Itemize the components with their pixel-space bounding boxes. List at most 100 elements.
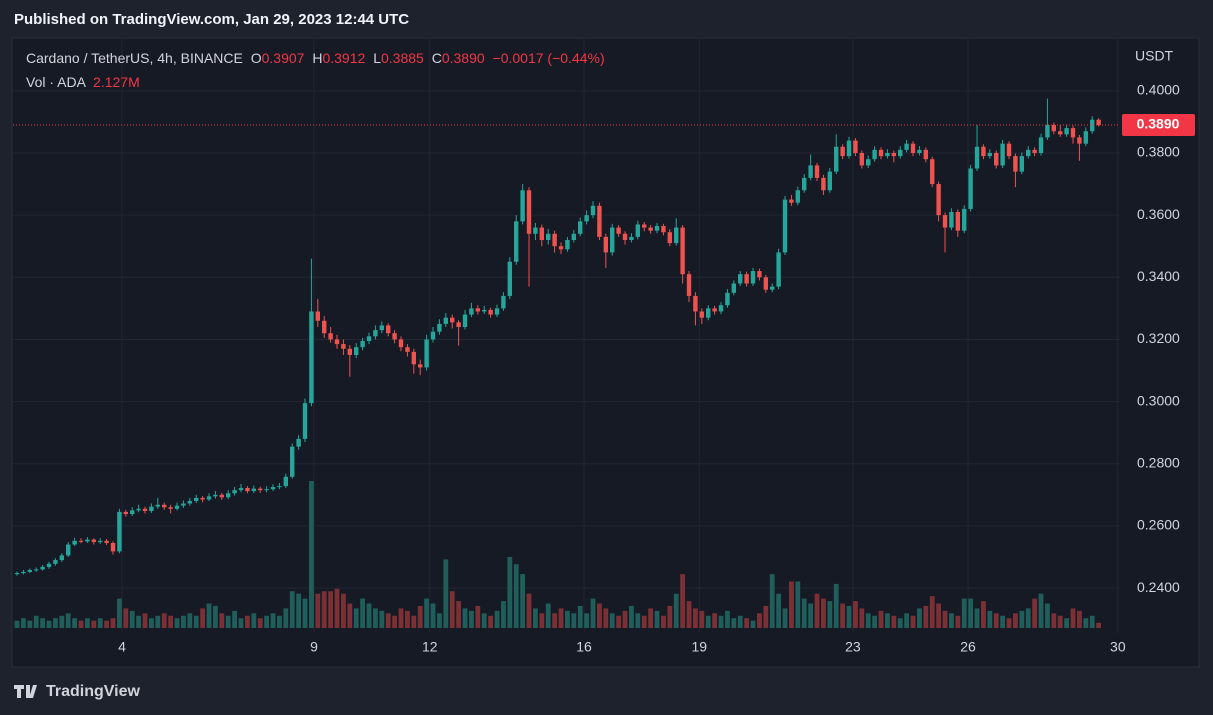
volume-bar	[200, 608, 206, 628]
candle-body	[258, 488, 263, 491]
candle-body	[718, 305, 724, 312]
candle-body	[334, 339, 340, 345]
candle-body	[53, 560, 58, 564]
volume-bar	[513, 564, 519, 628]
candle-body	[629, 236, 634, 240]
volume-bar	[680, 574, 686, 628]
candle-body	[930, 159, 935, 185]
candle-body	[680, 227, 685, 275]
candle-body	[354, 347, 359, 355]
candle-body	[1045, 125, 1050, 138]
volume-bar	[104, 620, 110, 628]
candle-body	[136, 508, 141, 511]
volume-bar	[78, 620, 84, 628]
volume-bar	[1089, 615, 1095, 628]
candle-body	[1090, 119, 1095, 132]
candle-body	[392, 333, 397, 340]
volume-bar	[942, 610, 948, 628]
volume-bar	[1045, 603, 1050, 628]
candle-body	[424, 339, 429, 368]
l-label: L	[373, 50, 381, 66]
volume-bar	[865, 613, 871, 628]
last-price-tag	[1122, 114, 1195, 137]
candle-body	[795, 190, 801, 203]
candle-body	[763, 277, 769, 290]
candle-body	[14, 573, 20, 575]
volume-bar	[494, 610, 500, 628]
volume-bar	[417, 605, 423, 628]
volume-bar	[712, 613, 718, 628]
candle-body	[981, 146, 986, 157]
volume-bar	[616, 615, 622, 628]
candle-body	[85, 539, 90, 542]
volume-bar	[91, 620, 97, 628]
volume-bar	[1083, 618, 1089, 628]
volume-bar	[1032, 598, 1038, 628]
volume-bar	[776, 593, 782, 628]
volume-legend: Vol · ADA 2.127M	[26, 74, 140, 90]
volume-bar	[609, 613, 615, 628]
candle-body	[648, 227, 653, 231]
volume-bar	[827, 601, 833, 628]
open: 0.3907	[262, 50, 305, 66]
volume-bar	[833, 583, 839, 628]
volume-bar	[565, 610, 570, 628]
volume-bar	[59, 615, 65, 628]
volume-bar	[603, 608, 609, 628]
volume-bar	[526, 593, 532, 628]
candle-body	[776, 252, 781, 287]
candle-body	[437, 323, 442, 332]
candle-body	[450, 317, 455, 323]
volume-bar	[872, 615, 878, 628]
candle-body	[270, 487, 276, 490]
candle-body	[667, 232, 673, 244]
volume-bar	[65, 613, 71, 628]
candle-body	[962, 208, 967, 231]
volume-bar	[443, 559, 449, 628]
candle-body	[411, 351, 417, 365]
candle-body	[213, 494, 218, 497]
volume-bar	[270, 613, 276, 628]
volume-bar	[955, 615, 961, 628]
volume-bar	[161, 613, 167, 628]
candle-body	[245, 487, 250, 492]
volume-bar	[360, 598, 366, 628]
candle-body	[834, 146, 839, 172]
y-tick-label: 0.2800	[1137, 454, 1180, 470]
volume-bar	[795, 581, 801, 628]
candle-body	[885, 152, 890, 157]
volume-bar	[936, 603, 942, 628]
candle-body	[942, 215, 948, 228]
volume-bar	[859, 608, 865, 628]
candle-body	[603, 236, 609, 253]
candle-body	[123, 511, 129, 515]
candle-body	[1006, 143, 1012, 157]
volume-bar	[769, 574, 775, 628]
candle-body	[226, 493, 231, 498]
candle-body	[1026, 149, 1031, 157]
candle-body	[315, 311, 321, 321]
candle-body	[386, 325, 391, 334]
candle-body	[642, 224, 647, 228]
candle-body	[910, 143, 916, 153]
volume-bar	[737, 615, 743, 628]
candle-body	[955, 212, 961, 231]
candle-body	[571, 233, 577, 240]
candle-body	[616, 227, 621, 234]
candle-body	[181, 503, 186, 506]
volume-bar	[1077, 610, 1082, 628]
candle-body	[782, 199, 788, 253]
candle-body	[661, 226, 666, 233]
c-label: C	[432, 50, 442, 66]
candle-body	[130, 510, 135, 515]
candle-body	[674, 227, 679, 244]
y-tick-label: 0.3200	[1137, 330, 1180, 346]
volume-bar	[597, 603, 602, 628]
candle-body	[520, 190, 525, 222]
candle-body	[923, 149, 929, 160]
candle-body	[59, 555, 65, 561]
volume-bar	[449, 591, 455, 628]
candle-body	[482, 309, 487, 312]
volume-bar	[897, 618, 903, 628]
candle-body	[283, 476, 289, 487]
